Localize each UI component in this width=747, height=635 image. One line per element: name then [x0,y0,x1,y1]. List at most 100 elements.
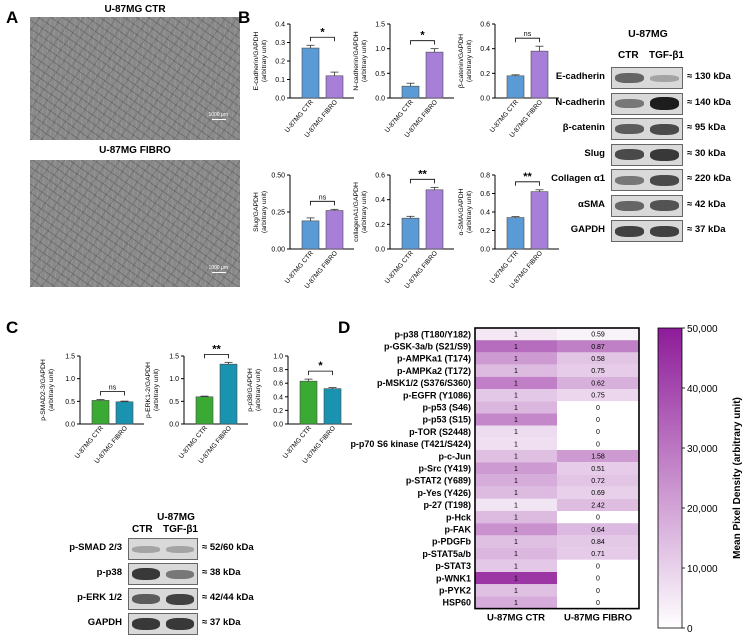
wb-band-ctr [615,124,644,134]
wb-row: p-ERK 1/2 ≈ 42/44 kDa [40,588,300,610]
heatmap-cell-ctr [475,559,557,572]
heatmap-cell-ctr [475,547,557,560]
y-axis-label-line: β-catenin/GAPDH [458,34,465,88]
bar-chart-1: 0.0 0.1 0.2 0.3 0.4 E-cadherin/GAPDH(arbitrar… [253,22,354,139]
heatmap-cell-fibro [557,352,639,365]
wb-kda-label: ≈ 140 kDa [687,96,731,108]
heatmap-cell-ctr [475,523,557,536]
significance-label: ns [319,194,327,201]
heatmap-cell-fibro-label: 0 [596,417,600,424]
heatmap-row-label: p-STAT3 [435,561,471,571]
y-tick-label: 0.0 [375,247,385,254]
significance-bracket [100,391,125,396]
significance-label: ** [212,343,221,355]
heatmap-cell-ctr [475,425,557,438]
heatmap-cell-ctr [475,572,557,585]
wb-band-tgf [650,74,679,82]
wb-row-label: p-SMAD 2/3 [69,542,122,553]
y-axis-label-line: (arbitrary unit) [255,369,262,411]
heatmap-cell-ctr [475,596,557,609]
wb-row-label: αSMA [578,198,605,210]
y-tick-label: 0.8 [480,173,490,180]
scale-bar [212,272,226,273]
heatmap-cell-fibro [557,523,639,536]
significance-bracket [308,370,333,376]
bar-ctr [91,400,110,425]
significance-label: * [320,26,325,38]
heatmap-panel-d: p-p38 (T180/Y182) 1 0.59 p-GSK-3a/b (S21/S9… [350,324,743,634]
western-blot-b: U-87MG CTR TGF-β1 E-cadherin ≈ 130 kDa N-c… [548,28,747,258]
heatmap-cell-ctr [475,511,557,524]
heatmap-cell-ctr [475,474,557,487]
y-tick-label: 0.0 [273,422,283,429]
significance-bracket [310,200,335,206]
y-axis-label-line: (arbitrary unit) [361,191,368,233]
wb-kda-label: ≈ 42 kDa [687,198,726,210]
y-tick-label: 0.0 [65,422,75,429]
wb-c-cell-line: U-87MG [157,512,195,523]
heatmap-row-label: p-Hck [446,512,472,522]
bar-chart-5: 0.0 0.2 0.4 0.6 collagenA1/GAPDH(arbitrary u… [353,168,454,290]
y-tick-label: 0.4 [273,394,283,401]
y-tick-label: 1.5 [169,354,179,361]
wb-kda-label: ≈ 220 kDa [687,173,731,184]
bar-ctr [299,380,318,425]
heatmap-border [474,327,640,610]
micrograph-ctr: 1000 µm [30,17,240,140]
wb-row-label: N-cadherin [555,96,605,108]
heatmap-cell-ctr [475,389,557,402]
heatmap-cell-ctr [475,486,557,499]
wb-band-tgf [650,97,679,110]
wb-strip [128,563,198,585]
heatmap-column-label: U-87MG CTR [487,613,545,624]
y-tick-label: 1.5 [65,354,75,361]
wb-strip [611,118,683,140]
wb-kda-label: ≈ 37 kDa [687,224,726,235]
y-tick-label: 0.4 [480,210,490,217]
heatmap-row-label: p-Src (Y419) [418,464,471,474]
y-axis-label-line: Slug/GAPDH [253,192,260,232]
bar-ctr [506,217,525,250]
wb-band-ctr [132,618,160,630]
wb-strip [128,538,198,560]
wb-strip [128,613,198,635]
bar-fibro [425,189,444,250]
wb-band-ctr [615,200,644,211]
heatmap-cell-fibro [557,498,639,511]
significance-bracket [410,178,435,184]
panel-a-image-2-title: U-87MG FIBRO [99,145,171,156]
wb-row-label: p-ERK 1/2 [77,592,122,603]
heatmap-cell-fibro [557,437,639,450]
significance-label: * [420,30,425,42]
y-tick-label: 0.4 [375,197,385,204]
bar-ctr [401,217,420,250]
heatmap-cell-ctr [475,340,557,353]
heatmap-cell-fibro [557,547,639,560]
heatmap-cell-fibro [557,584,639,597]
heatmap-cell-fibro [557,401,639,414]
heatmap-cell-fibro-label: 0.84 [591,539,605,546]
bar-chart-3: 0.0 0.2 0.4 0.6 β-catenin/GAPDH(arbitrary un… [458,22,559,139]
y-tick-label: 1.0 [375,46,385,53]
heatmap-cell-fibro [557,559,639,572]
heatmap-cell-fibro-label: 0 [596,429,600,436]
significance-bracket [515,37,540,43]
wb-band-tgf [650,174,679,186]
bar-chart-7: 0.0 0.5 1.0 1.5 p-SMAD2-3/GAPDH(arbitrary un… [40,354,144,465]
y-tick-label: 0.6 [375,173,385,180]
heatmap-cell-ctr-label: 1 [514,454,518,461]
heatmap-cell-fibro-label: 0.69 [591,490,605,497]
colorbar-label: Mean Pixel Density (arbitrary unit) [732,397,743,559]
heatmap-row-label: p-PYK2 [439,586,471,596]
heatmap-row-label: p-MSK1/2 (S376/S360) [377,378,471,388]
heatmap-cell-ctr [475,498,557,511]
heatmap-row-label: p-STAT2 (Y689) [406,476,471,486]
wb-row: Collagen α1 ≈ 220 kDa [548,169,747,191]
wb-band-tgf [166,593,194,605]
heatmap-row-label: p-Yes (Y426) [417,488,471,498]
heatmap-row-label: HSP60 [442,598,471,608]
wb-band-ctr [615,225,644,237]
wb-row-label: Slug [584,147,605,159]
